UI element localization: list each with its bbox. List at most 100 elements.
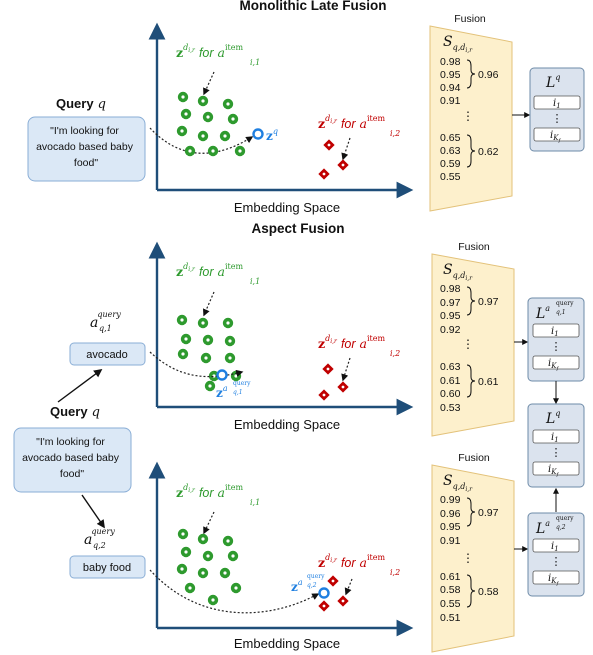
p1-query-vec-sub: q,1 (233, 389, 243, 396)
p1-fused-lower: 0.61 (478, 376, 499, 388)
top-fused-lower: 0.62 (478, 146, 499, 158)
svg-text:0.61: 0.61 (440, 571, 461, 583)
aspect-query-box (13, 427, 132, 493)
svg-text:0.65: 0.65 (440, 132, 461, 144)
svg-text:0.95: 0.95 (440, 310, 461, 322)
top-scores-lower: 0.65 0.63 0.59 0.55 (440, 132, 461, 183)
green-item-marker (204, 380, 216, 392)
p1-list-item-k-label: iKf (548, 358, 559, 372)
p1-scores-lower: 0.63 0.61 0.60 0.53 (440, 361, 461, 414)
red-item-marker (337, 159, 349, 171)
green-item-marker (177, 348, 189, 360)
green-item-marker (230, 582, 242, 594)
p1-list-label-sup: query (556, 300, 574, 307)
p1-red-points (318, 363, 349, 401)
p1-green-pointer (202, 291, 215, 317)
p2-red-pointer (344, 578, 353, 596)
top-query-var: q (98, 97, 106, 112)
p2-brace-lower (466, 574, 476, 608)
top-red-points (318, 139, 349, 180)
combined-list-dots: ⋮ (551, 447, 562, 459)
red-item-marker (337, 381, 349, 393)
svg-text:0.95: 0.95 (440, 69, 461, 81)
p1-brace-upper (466, 286, 476, 316)
aspect1-var-sub: q,1 (99, 324, 112, 333)
top-green-label: zdi,r for aitem (176, 43, 243, 60)
p1-green-points (176, 314, 242, 392)
monolithic-title: Monolithic Late Fusion (240, 0, 387, 13)
p2-query-arrow (149, 569, 320, 614)
aspect2-text: baby food (83, 562, 131, 574)
top-scores-upper: 0.98 0.95 0.94 0.91 (440, 56, 461, 107)
green-item-marker (180, 333, 192, 345)
green-item-marker (222, 98, 234, 110)
p1-green-label: zdi,r for aitem (176, 262, 243, 279)
top-list-label: Lq (545, 73, 560, 91)
combined-list-item-1-label: i1 (551, 432, 559, 444)
p1-fusion-label: Fusion (458, 241, 490, 253)
top-query-text: "I'm looking for avocado based baby food… (36, 125, 136, 169)
top-brace-lower (466, 134, 476, 168)
green-item-marker (197, 317, 209, 329)
p1-list-item-1 (532, 323, 580, 338)
p2-fusion-shape (431, 464, 515, 653)
svg-text:0.91: 0.91 (440, 95, 461, 107)
top-green-points (176, 91, 246, 157)
p2-green-label-sub: i,1 (250, 498, 260, 507)
p1-query-point (216, 369, 228, 381)
p1-fusion-shape (431, 253, 515, 437)
green-item-marker (219, 567, 231, 579)
top-red-label: zdi,r for aitem (318, 114, 385, 131)
p2-list-item-k (532, 570, 580, 585)
aspect-query-text: "I'm looking for avocado based baby food… (22, 436, 122, 480)
p2-green-pointer (203, 511, 215, 535)
green-item-marker (176, 563, 188, 575)
p2-green-points (176, 528, 242, 606)
svg-text:0.59: 0.59 (440, 158, 461, 170)
top-green-label-sub: i,1 (250, 58, 260, 67)
svg-text:0.98: 0.98 (440, 283, 461, 295)
svg-text:0.60: 0.60 (440, 388, 461, 400)
green-item-marker (197, 533, 209, 545)
green-item-marker (234, 145, 246, 157)
p2-query-vec-sup: query (307, 573, 325, 580)
p2-list-label: La (535, 519, 550, 537)
green-item-marker (222, 317, 234, 329)
top-list-item-1 (533, 95, 581, 110)
top-query-box (27, 116, 146, 182)
top-list-item-k-label: iKf (550, 130, 561, 144)
p1-red-label-sub: i,2 (390, 349, 400, 358)
green-item-marker (197, 130, 209, 142)
combined-list-item-1 (532, 429, 580, 444)
green-item-marker (184, 582, 196, 594)
svg-text:0.63: 0.63 (440, 361, 461, 373)
p2-list-item-1 (532, 538, 580, 553)
p2-fused-upper: 0.97 (478, 507, 499, 519)
p1-list-dots: ⋮ (551, 341, 562, 353)
svg-text:0.99: 0.99 (440, 494, 461, 506)
green-item-marker (224, 335, 236, 347)
red-item-marker (318, 168, 330, 180)
red-item-marker (337, 595, 349, 607)
p2-brace-upper (466, 497, 476, 527)
green-item-marker (202, 550, 214, 562)
p1-list-item-1-label: i1 (551, 326, 559, 338)
top-query-arrow (149, 127, 254, 154)
p2-query-vec-label: za (291, 578, 303, 594)
p1-query-arrow (149, 351, 244, 378)
top-red-label-sub: i,2 (390, 129, 400, 138)
p2-axis-label: Embedding Space (234, 636, 340, 651)
aspect2-var: aquery (84, 527, 115, 548)
p1-green-label-sub: i,1 (250, 277, 260, 286)
aspect2-var-sub: q,2 (93, 541, 106, 550)
p2-list-label-sub: q,2 (556, 524, 566, 531)
top-fusion-label: Fusion (454, 13, 486, 25)
green-item-marker (224, 352, 236, 364)
query-to-aspect1-arrow (57, 368, 103, 403)
svg-text:0.63: 0.63 (440, 145, 461, 157)
green-item-marker (202, 334, 214, 346)
p1-red-pointer (341, 357, 351, 382)
svg-text:0.94: 0.94 (440, 82, 461, 94)
svg-text:0.97: 0.97 (440, 297, 461, 309)
